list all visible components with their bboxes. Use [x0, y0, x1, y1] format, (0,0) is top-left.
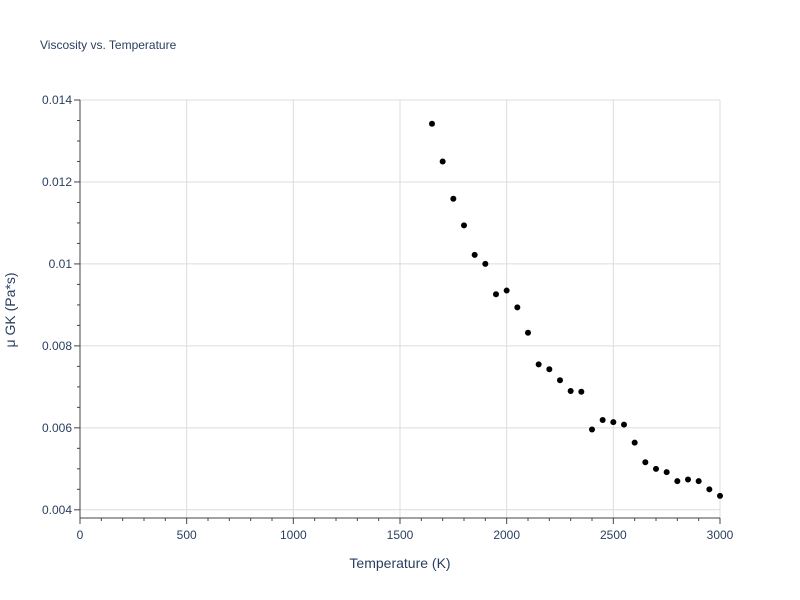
- data-point[interactable]: [578, 388, 585, 395]
- data-point[interactable]: [525, 329, 531, 336]
- data-point[interactable]: [621, 421, 627, 428]
- x-tick-label: 1500: [387, 528, 414, 542]
- data-point[interactable]: [567, 387, 574, 394]
- data-point[interactable]: [439, 158, 446, 165]
- data-point[interactable]: [685, 476, 691, 483]
- chart-title: Viscosity vs. Temperature: [40, 38, 177, 52]
- x-tick-label: 0: [77, 528, 84, 542]
- x-axis-label: Temperature (K): [349, 555, 450, 571]
- y-tick-label: 0.014: [42, 93, 72, 107]
- data-point[interactable]: [503, 287, 510, 294]
- y-tick-label: 0.012: [42, 175, 72, 189]
- data-point[interactable]: [535, 361, 542, 368]
- data-point[interactable]: [557, 377, 563, 384]
- data-point[interactable]: [610, 419, 617, 426]
- data-point[interactable]: [642, 459, 649, 466]
- data-point[interactable]: [429, 120, 435, 127]
- data-point[interactable]: [717, 492, 723, 499]
- data-point[interactable]: [482, 260, 489, 267]
- data-point[interactable]: [461, 222, 467, 229]
- data-point[interactable]: [674, 478, 681, 485]
- data-point[interactable]: [546, 366, 553, 373]
- x-tick-label: 2500: [600, 528, 627, 542]
- y-tick-label: 0.006: [42, 421, 72, 435]
- data-point[interactable]: [450, 195, 457, 202]
- data-point[interactable]: [493, 291, 499, 298]
- x-tick-label: 500: [177, 528, 197, 542]
- data-point[interactable]: [653, 465, 659, 472]
- data-point[interactable]: [706, 486, 713, 493]
- x-tick-label: 1000: [280, 528, 307, 542]
- data-point[interactable]: [514, 304, 521, 311]
- x-tick-label: 3000: [707, 528, 734, 542]
- data-point[interactable]: [471, 251, 478, 258]
- y-tick-label: 0.008: [42, 339, 72, 353]
- tick-labels: 0 500 1000 1500 2000 2500 3000 0.004 0.006 0.008 0…: [42, 93, 734, 542]
- y-tick-label: 0.004: [42, 503, 72, 517]
- y-tick-label: 0.01: [49, 257, 73, 271]
- x-tick-label: 2000: [493, 528, 520, 542]
- data-point[interactable]: [663, 469, 670, 476]
- data-point[interactable]: [589, 426, 595, 433]
- axes: [74, 99, 721, 524]
- grid-lines: [80, 99, 721, 518]
- data-point[interactable]: [599, 417, 606, 424]
- y-axis-label: μ GK (Pa*s): [2, 273, 18, 348]
- data-points: [429, 120, 723, 499]
- data-point[interactable]: [695, 478, 702, 485]
- data-point[interactable]: [631, 439, 638, 446]
